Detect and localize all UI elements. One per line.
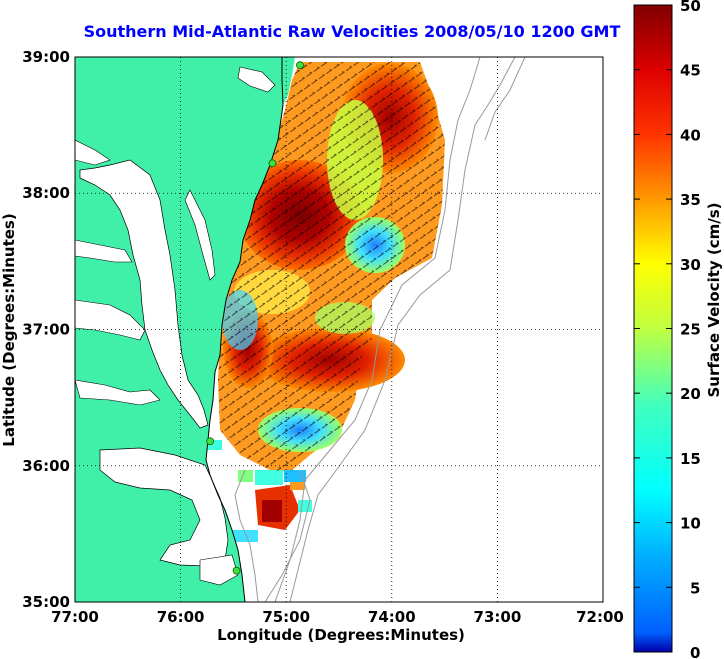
- colorbar-tick-label: 50: [680, 0, 701, 15]
- colorbar-tick-label: 15: [680, 450, 701, 468]
- y-tick-label: 39:00: [22, 48, 70, 66]
- x-tick-label: 77:00: [51, 608, 99, 626]
- x-tick-label: 73:00: [474, 608, 522, 626]
- x-tick-label: 72:00: [576, 608, 624, 626]
- colorbar-tick-label: 40: [680, 126, 701, 144]
- x-tick-label: 74:00: [368, 608, 416, 626]
- colorbar-tick-label: 25: [680, 321, 701, 339]
- y-tick-label: 37:00: [22, 321, 70, 339]
- plot-area: [75, 57, 603, 602]
- x-axis: 77:00 76:00 75:00 74:00 73:00 72:00 Long…: [51, 608, 624, 644]
- map-title: Southern Mid-Atlantic Raw Velocities 200…: [83, 22, 621, 41]
- y-tick-label: 35:00: [22, 593, 70, 611]
- station-markers: [206, 61, 304, 575]
- bathymetry-contours: [234, 57, 526, 602]
- plot-frame: [74, 56, 604, 603]
- colorbar-tick-label: 20: [680, 385, 701, 403]
- colorbar-tick-label: 45: [680, 62, 701, 80]
- station-marker: [206, 437, 215, 446]
- colorbar-tick-label: 0: [690, 644, 700, 659]
- station-marker: [268, 159, 277, 168]
- station-marker: [296, 61, 304, 70]
- colorbar-tick-label: 35: [680, 191, 701, 209]
- grid: [75, 57, 603, 602]
- x-axis-label: Longitude (Degrees:Minutes): [217, 626, 465, 644]
- y-axis: 39:00 38:00 37:00 36:00 35:00 Latitude (…: [0, 48, 70, 611]
- y-tick-label: 36:00: [22, 457, 70, 475]
- y-axis-label: Latitude (Degrees:Minutes): [0, 213, 18, 446]
- x-tick-label: 76:00: [157, 608, 205, 626]
- x-tick-label: 75:00: [262, 608, 310, 626]
- colorbar-ticks: [634, 4, 672, 653]
- y-tick-label: 38:00: [22, 184, 70, 202]
- colorbar-scale: [633, 4, 673, 653]
- colorbar-label: Surface Velocity (cm/s): [705, 202, 723, 397]
- station-marker: [232, 566, 241, 575]
- colorbar: 50 45 40 35 30 25 20 15 10 5 0 Surface V…: [633, 0, 723, 659]
- colorbar-tick-label: 5: [690, 579, 700, 597]
- colorbar-tick-label: 10: [680, 515, 701, 533]
- colorbar-tick-label: 30: [680, 256, 701, 274]
